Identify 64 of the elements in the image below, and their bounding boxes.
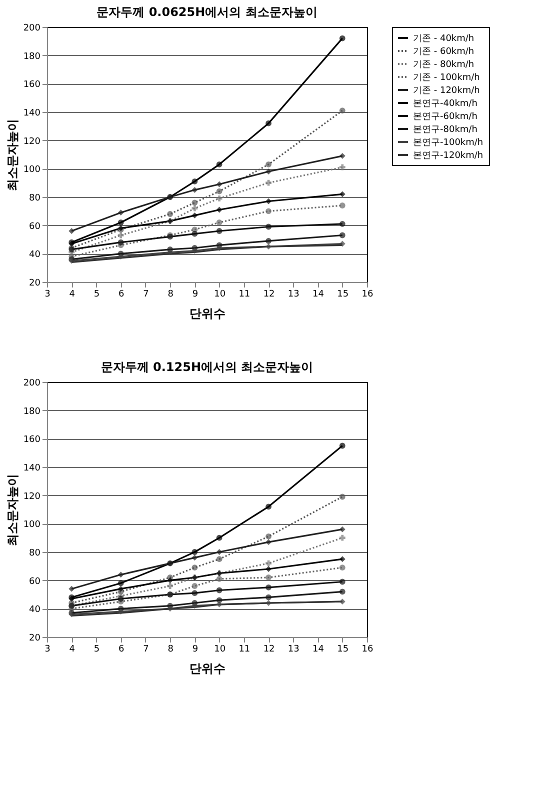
x-tick-label: 11 xyxy=(238,290,250,300)
y-tick-label: 20 xyxy=(29,634,41,644)
y-tick-label: 140 xyxy=(23,464,41,474)
y-tick-label: 80 xyxy=(29,548,41,558)
y-tick-label: 80 xyxy=(29,194,41,204)
legend-label: 본연구-120km/h xyxy=(413,151,484,161)
x-tick-label: 16 xyxy=(362,290,374,300)
x-axis-title: 단위수 xyxy=(190,662,226,676)
x-tick-label: 3 xyxy=(44,290,50,300)
chart-title: 문자두께 0.0625H에서의 최소문자높이 xyxy=(96,5,318,19)
y-tick-label: 160 xyxy=(23,435,41,446)
x-tick-label: 7 xyxy=(143,290,149,300)
y-tick-label: 200 xyxy=(23,378,41,388)
x-tick-label: 10 xyxy=(214,290,226,300)
legend-label: 본연구-40km/h xyxy=(413,99,478,109)
x-tick-label: 13 xyxy=(288,644,300,654)
y-axis-title: 최소문자높이 xyxy=(5,474,20,546)
y-axis-title: 최소문자높이 xyxy=(5,119,20,191)
x-axis-title: 단위수 xyxy=(190,306,226,320)
x-tick-label: 15 xyxy=(337,644,349,654)
x-tick-label: 3 xyxy=(44,644,50,654)
y-tick-label: 40 xyxy=(29,605,41,616)
x-tick-label: 7 xyxy=(143,644,149,654)
x-tick-label: 10 xyxy=(214,644,226,654)
x-tick-label: 4 xyxy=(69,290,76,300)
y-tick-label: 20 xyxy=(29,278,41,288)
legend-label: 기존 - 60km/h xyxy=(413,47,474,57)
x-tick-label: 9 xyxy=(192,290,198,300)
chart-title: 문자두께 0.125H에서의 최소문자높이 xyxy=(100,360,314,374)
y-tick-label: 60 xyxy=(29,222,41,232)
x-tick-label: 16 xyxy=(362,644,374,654)
y-tick-label: 60 xyxy=(29,576,41,587)
y-tick-label: 120 xyxy=(23,136,41,147)
legend-label: 본연구-80km/h xyxy=(413,125,478,135)
y-tick-label: 120 xyxy=(23,492,41,502)
x-tick-label: 15 xyxy=(337,290,349,300)
legend-label: 본연구-100km/h xyxy=(413,138,484,148)
legend-label: 기존 - 80km/h xyxy=(413,60,474,70)
legend-label: 기존 - 100km/h xyxy=(413,73,480,83)
x-tick-label: 11 xyxy=(238,644,250,654)
y-tick-label: 40 xyxy=(29,250,41,260)
y-tick-label: 140 xyxy=(23,108,41,118)
y-tick-label: 160 xyxy=(23,80,41,90)
x-tick-label: 12 xyxy=(263,644,275,654)
legend-label: 기존 - 40km/h xyxy=(413,34,474,44)
x-tick-label: 14 xyxy=(312,290,324,300)
y-tick-label: 180 xyxy=(23,52,41,62)
x-tick-label: 5 xyxy=(94,644,100,654)
x-tick-label: 13 xyxy=(288,290,300,300)
x-tick-label: 5 xyxy=(94,290,100,300)
x-tick-label: 12 xyxy=(263,290,275,300)
x-tick-label: 6 xyxy=(118,290,124,300)
y-tick-label: 180 xyxy=(23,406,41,417)
x-tick-label: 4 xyxy=(69,644,76,654)
x-tick-label: 8 xyxy=(168,644,174,654)
y-tick-label: 100 xyxy=(23,520,41,530)
x-tick-label: 9 xyxy=(192,644,198,654)
x-tick-label: 8 xyxy=(168,290,174,300)
x-tick-label: 6 xyxy=(118,644,124,654)
legend-label: 본연구-60km/h xyxy=(413,112,478,122)
legend-label: 기존 - 120km/h xyxy=(413,86,480,96)
y-tick-label: 100 xyxy=(23,165,41,176)
x-tick-label: 14 xyxy=(312,644,324,654)
y-tick-label: 200 xyxy=(23,24,41,34)
